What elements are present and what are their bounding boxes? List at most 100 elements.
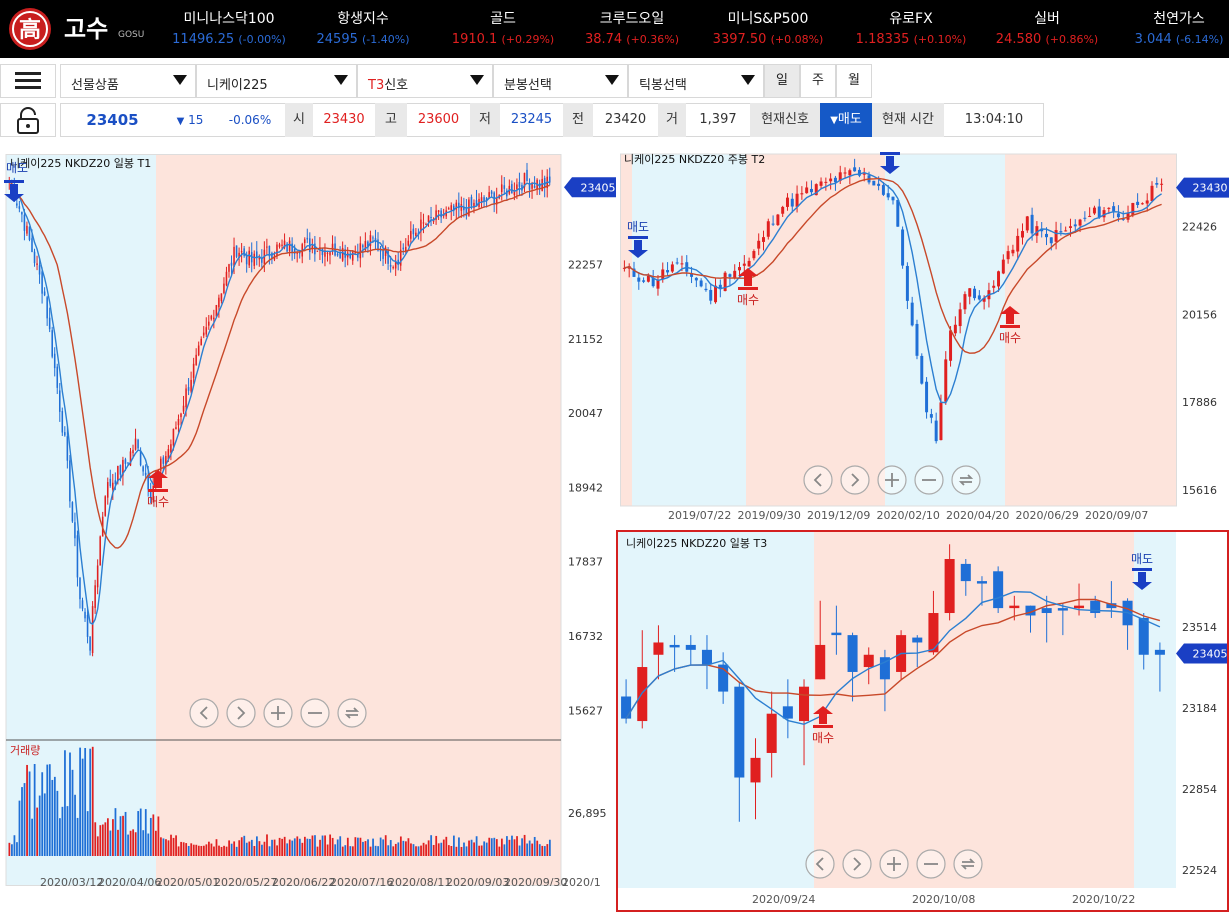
candle-body <box>925 381 929 413</box>
volume-bar <box>218 845 220 856</box>
product-select[interactable]: 니케이225 <box>196 64 357 98</box>
candle-body <box>886 193 890 198</box>
y-tick-label: 21152 <box>568 333 603 346</box>
candle-body <box>377 239 379 251</box>
candle-body <box>1078 219 1082 226</box>
chevron-down-icon <box>605 75 619 85</box>
zoom-in-button[interactable] <box>263 698 293 728</box>
chart-panel-t1[interactable]: 거래량 22257 21152 20047 18942 17837 16732 15627 26… <box>4 154 618 889</box>
chart-panel-t3[interactable]: 23514 23184 22854 22524 2020/09/24 2020/10/08… <box>616 530 1229 912</box>
ticker-value: 1910.1 (+0.29%) <box>433 32 573 47</box>
volume-bar <box>344 845 347 856</box>
ticker-item[interactable]: 골드 1910.1 (+0.29%) <box>433 8 573 47</box>
candle-body <box>757 240 761 249</box>
ticker-item[interactable]: 유로FX 1.18335 (+0.10%) <box>841 8 981 47</box>
signal-select[interactable]: T3신호 <box>357 64 493 98</box>
volume-bar <box>374 845 377 856</box>
ticker-item[interactable]: 미니나스닥100 11496.25 (-0.00%) <box>159 8 299 47</box>
volume-bar <box>432 844 435 856</box>
reset-button[interactable] <box>953 849 983 879</box>
minute-select[interactable]: 분봉선택 <box>493 64 628 98</box>
volume-bar <box>91 746 94 856</box>
candle-body <box>397 259 399 264</box>
period-week-button[interactable]: 주 <box>800 64 836 98</box>
chart-panel-t2[interactable]: 22426 20156 17886 15616 2019/07/22 2019/09/30… <box>620 148 1229 526</box>
ticker-item[interactable]: 천연가스 3.044 (-6.14%) <box>1109 8 1229 47</box>
zoom-out-button[interactable] <box>914 465 944 495</box>
chart-t2-svg[interactable]: 22426 20156 17886 15616 2019/07/22 2019/09/30… <box>620 148 1229 526</box>
reset-icon <box>344 707 360 719</box>
candle-body <box>1001 259 1005 274</box>
chevron-right-button[interactable] <box>842 849 872 879</box>
x-tick-label: 2020/10/08 <box>912 893 975 906</box>
volume-bar <box>248 841 251 856</box>
menu-button[interactable] <box>0 64 56 98</box>
chevron-right-button[interactable] <box>226 698 256 728</box>
category-select[interactable]: 선물상품 <box>60 64 196 98</box>
signal-badge[interactable]: ▼매도 <box>820 103 872 137</box>
candle-body <box>531 183 533 189</box>
chevron-right-button[interactable] <box>840 465 870 495</box>
candle-body <box>399 249 402 266</box>
candle-body <box>968 288 972 297</box>
volume-bar <box>195 844 198 856</box>
brand-name: 고수 <box>64 15 108 43</box>
x-tick-label: 2019/07/22 <box>668 509 731 522</box>
candle-body <box>872 180 876 186</box>
zoom-out-button[interactable] <box>300 698 330 728</box>
tick-select[interactable]: 틱봉선택 <box>628 64 764 98</box>
ticker-price: 38.74 <box>584 32 623 47</box>
candle-body <box>258 258 261 260</box>
ticker-value: 38.74 (+0.36%) <box>562 32 702 47</box>
y-tick-label: 22257 <box>568 258 603 271</box>
volume-bar <box>139 808 142 856</box>
volume-bar <box>210 843 213 856</box>
volume-bar <box>483 841 486 856</box>
chevron-left-button[interactable] <box>803 465 833 495</box>
y-tick-label: 20047 <box>568 407 603 420</box>
candle-body <box>1006 251 1010 260</box>
gosu-logo[interactable]: 高 고수 GOSU <box>6 4 166 54</box>
candle-body <box>33 251 36 264</box>
ticker-value: 11496.25 (-0.00%) <box>159 32 299 47</box>
chart-t3-svg[interactable]: 23514 23184 22854 22524 2020/09/24 2020/10/08… <box>618 532 1229 910</box>
candle-body <box>425 223 427 225</box>
volume-bar <box>367 839 369 856</box>
zoom-in-button[interactable] <box>879 849 909 879</box>
candle-body <box>144 472 147 476</box>
chart-t1-svg[interactable]: 거래량 22257 21152 20047 18942 17837 16732 15627 26… <box>4 154 618 889</box>
volume-tick-label: 26,895 <box>568 807 607 820</box>
reset-button[interactable] <box>951 465 981 495</box>
candle-body <box>862 173 866 175</box>
nav-button-ring <box>803 465 833 495</box>
candle-body <box>829 178 833 182</box>
reset-button[interactable] <box>337 698 367 728</box>
lock-button[interactable] <box>0 103 56 137</box>
price-change: ▼ 15 <box>165 103 215 137</box>
volume-bar <box>293 838 296 856</box>
ticker-item[interactable]: 크루드오일 38.74 (+0.36%) <box>562 8 702 47</box>
period-month-button[interactable]: 월 <box>836 64 872 98</box>
open-label: 시 <box>285 103 313 137</box>
candle-body <box>1068 226 1072 228</box>
ticker-item[interactable]: 실버 24.580 (+0.86%) <box>977 8 1117 47</box>
candle-body <box>1090 600 1101 614</box>
down-arrow-icon: ▼ <box>176 116 185 127</box>
volume-bar <box>268 846 271 856</box>
price-badge-bg <box>1176 177 1229 198</box>
candle-body <box>170 444 172 453</box>
chevron-left-button[interactable] <box>189 698 219 728</box>
zoom-out-button[interactable] <box>916 849 946 879</box>
signal-arrow-shaft <box>10 184 18 194</box>
candle-body <box>541 179 543 191</box>
ticker-item[interactable]: 항생지수 24595 (-1.40%) <box>293 8 433 47</box>
candle-body <box>463 207 465 211</box>
zoom-in-button[interactable] <box>877 465 907 495</box>
candle-body <box>523 172 526 188</box>
candle-body <box>420 219 422 232</box>
chevron-left-button[interactable] <box>805 849 835 879</box>
high-value: 23600 <box>417 112 460 127</box>
period-day-button[interactable]: 일 <box>764 64 800 98</box>
ticker-item[interactable]: 미니S&P500 3397.50 (+0.08%) <box>698 8 838 47</box>
ma-fast-line <box>625 590 1161 726</box>
